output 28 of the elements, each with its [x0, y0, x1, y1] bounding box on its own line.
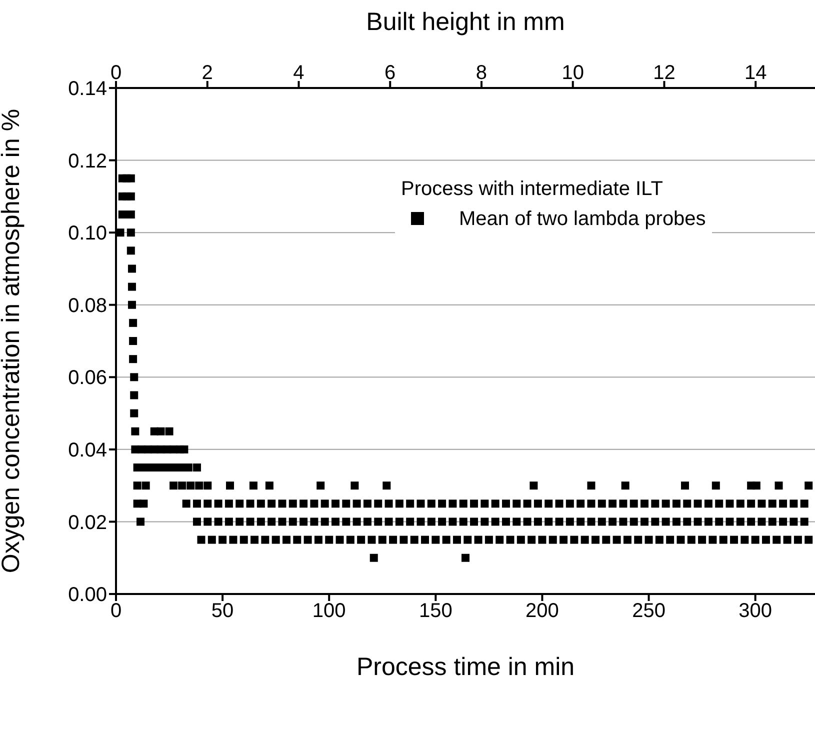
- y-axis-title: Oxygen concentration in atmosphere in %: [0, 108, 25, 574]
- x2-tick-label: 6: [384, 62, 396, 84]
- y-tick-label: 0.12: [68, 150, 107, 172]
- x2-tick-label: 10: [562, 62, 584, 84]
- x-tick-label: 150: [418, 600, 452, 622]
- y-tick-label: 0.06: [68, 367, 107, 390]
- x2-axis-title: Built height in mm: [366, 8, 565, 36]
- y-tick-label: 0.02: [68, 512, 107, 534]
- x-tick-label: 250: [632, 600, 666, 622]
- legend-title: Process with intermediate ILT: [401, 177, 664, 202]
- y-tick-label: 0.00: [68, 584, 107, 606]
- y-tick-label: 0.10: [68, 222, 107, 245]
- x2-tick-label: 4: [293, 62, 304, 84]
- y-tick-label: 0.08: [68, 294, 107, 317]
- x-tick-label: 0: [110, 600, 122, 622]
- legend-label: Mean of two lambda probes: [459, 207, 706, 232]
- x-tick-label: 100: [312, 600, 346, 622]
- x-axis-title: Process time in min: [356, 653, 575, 681]
- x2-tick-label: 0: [110, 62, 122, 84]
- x2-tick-label: 2: [202, 62, 213, 84]
- x2-tick-label: 14: [744, 62, 767, 84]
- x-tick-label: 200: [526, 600, 559, 622]
- x2-tick-label: 8: [476, 62, 488, 84]
- x2-tick-label: 12: [653, 62, 676, 84]
- y-tick-label: 0.04: [68, 440, 107, 462]
- y-tick-label: 0.14: [68, 78, 107, 100]
- x-tick-label: 300: [738, 600, 772, 622]
- x-tick-label: 50: [211, 600, 234, 622]
